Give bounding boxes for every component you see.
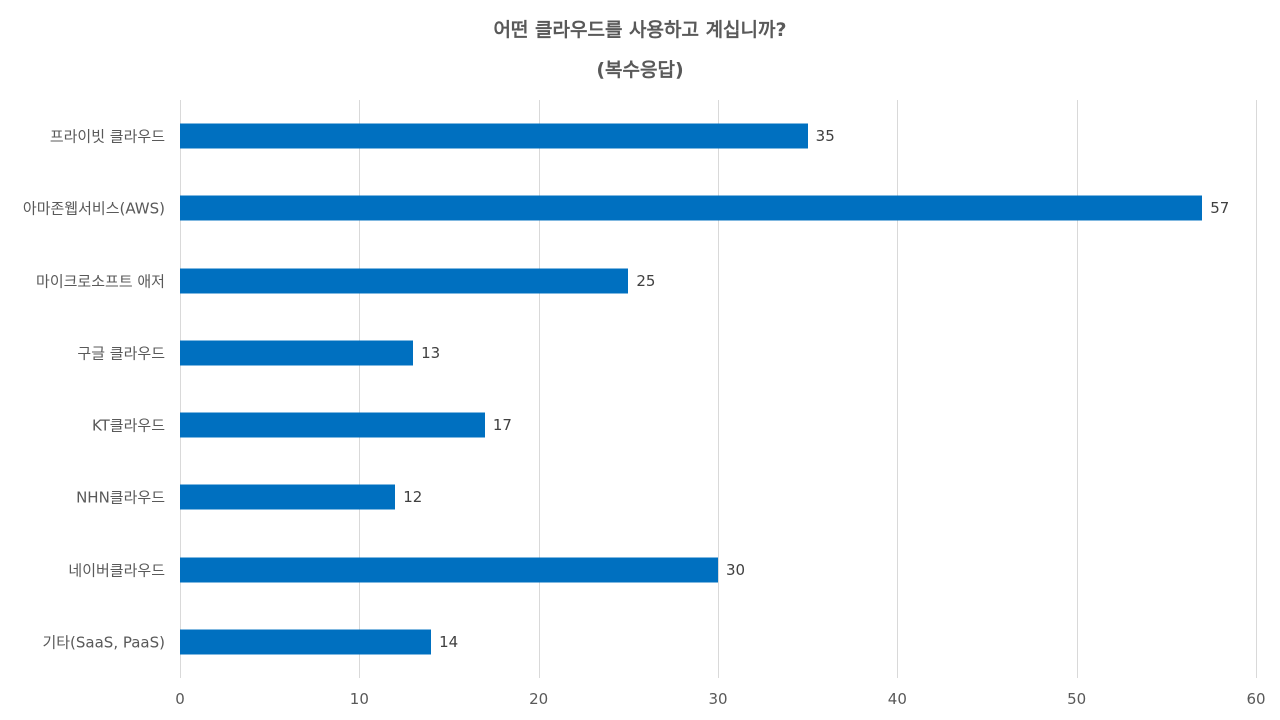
gridline <box>539 100 540 678</box>
x-tick-label: 60 <box>1246 690 1266 708</box>
value-label: 30 <box>726 560 746 579</box>
value-label: 13 <box>421 343 441 362</box>
x-tick-label: 30 <box>708 690 728 708</box>
chart-subtitle: (복수응답) <box>596 59 684 81</box>
gridline <box>718 100 719 678</box>
value-label: 57 <box>1210 199 1230 218</box>
x-tick-label: 50 <box>1067 690 1087 708</box>
category-label: 아마존웹서비스(AWS) <box>22 199 165 218</box>
category-label: 마이크로소프트 애저 <box>36 272 165 291</box>
gridline <box>180 100 181 678</box>
value-label: 35 <box>815 127 835 146</box>
category-label: 기타(SaaS, PaaS) <box>42 633 165 652</box>
value-label: 17 <box>492 416 512 435</box>
category-label: 네이버클라우드 <box>68 561 165 580</box>
gridline <box>1077 100 1078 678</box>
gridline <box>359 100 360 678</box>
x-tick-label: 20 <box>529 690 549 708</box>
gridline <box>1256 100 1257 678</box>
bar <box>180 412 485 438</box>
category-label: 프라이빗 클라우드 <box>49 127 165 146</box>
bar <box>180 557 718 583</box>
chart-title: 어떤 클라우드를 사용하고 계십니까? <box>493 19 787 41</box>
gridline <box>897 100 898 678</box>
bar <box>180 340 414 366</box>
value-label: 25 <box>636 271 656 290</box>
bar <box>180 268 629 294</box>
category-label: NHN클라우드 <box>76 488 165 507</box>
x-tick-label: 40 <box>887 690 907 708</box>
value-label: 14 <box>439 632 459 651</box>
category-label: 구글 클라우드 <box>77 344 165 363</box>
category-label: KT클라우드 <box>91 416 165 435</box>
bar <box>180 123 808 149</box>
bar <box>180 629 432 655</box>
bar <box>180 195 1203 221</box>
x-tick-label: 10 <box>349 690 369 708</box>
value-label: 12 <box>403 488 423 507</box>
x-tick-label: 0 <box>175 690 185 708</box>
bar <box>180 484 396 510</box>
